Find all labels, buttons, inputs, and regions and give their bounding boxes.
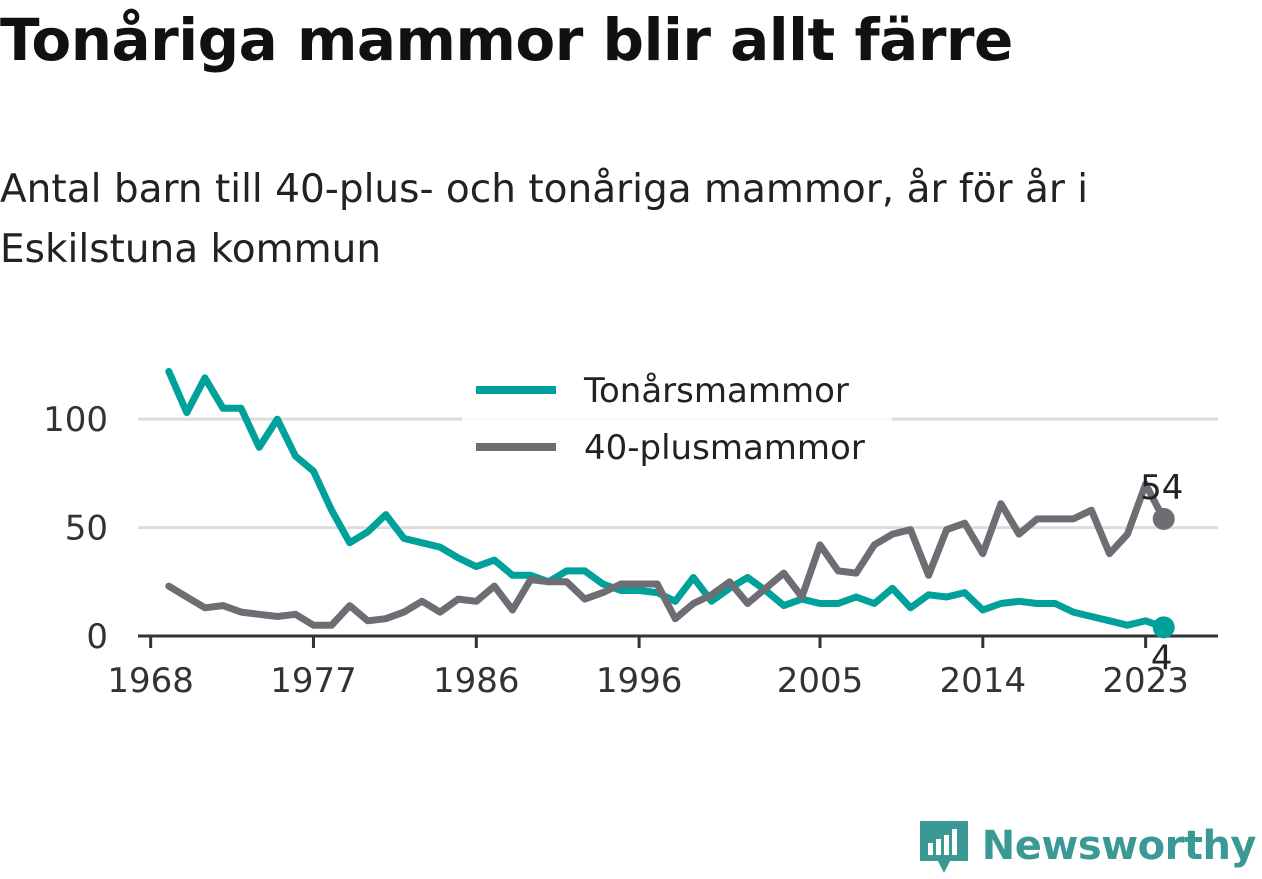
x-tick-label: 1986 (433, 661, 520, 701)
chart-subtitle: Antal barn till 40-plus- och tonåriga ma… (0, 167, 1089, 272)
teen-end-label: 4 (1151, 638, 1173, 678)
legend-background (462, 360, 892, 482)
forty-plus-end-point (1152, 507, 1175, 530)
y-tick-label: 50 (65, 509, 108, 549)
x-tick-label: 1996 (596, 661, 683, 701)
legend: Tonårsmammor 40-plusmammor (462, 360, 892, 482)
forty-plus-end-label: 54 (1140, 468, 1183, 508)
x-tick-label: 2005 (777, 661, 864, 701)
x-tick-label: 1977 (270, 661, 357, 701)
newsworthy-logo-icon (919, 821, 968, 873)
legend-label-teen: Tonårsmammor (583, 371, 849, 411)
chart-title: Tonåriga mammor blir allt färre (0, 6, 1013, 74)
x-tick-label: 1968 (107, 661, 194, 701)
brand-name: Newsworthy (981, 823, 1257, 869)
brand-logo: Newsworthy (918, 817, 1257, 875)
x-tick-label: 2014 (940, 661, 1027, 701)
legend-label-forty-plus: 40-plusmammor (584, 428, 865, 468)
y-tick-label: 0 (86, 617, 108, 657)
y-tick-label: 100 (43, 400, 108, 440)
teen-end-point (1152, 616, 1175, 639)
forty-plus-series-line (165, 480, 1168, 629)
x-tick-label: 2023 (1102, 661, 1189, 701)
